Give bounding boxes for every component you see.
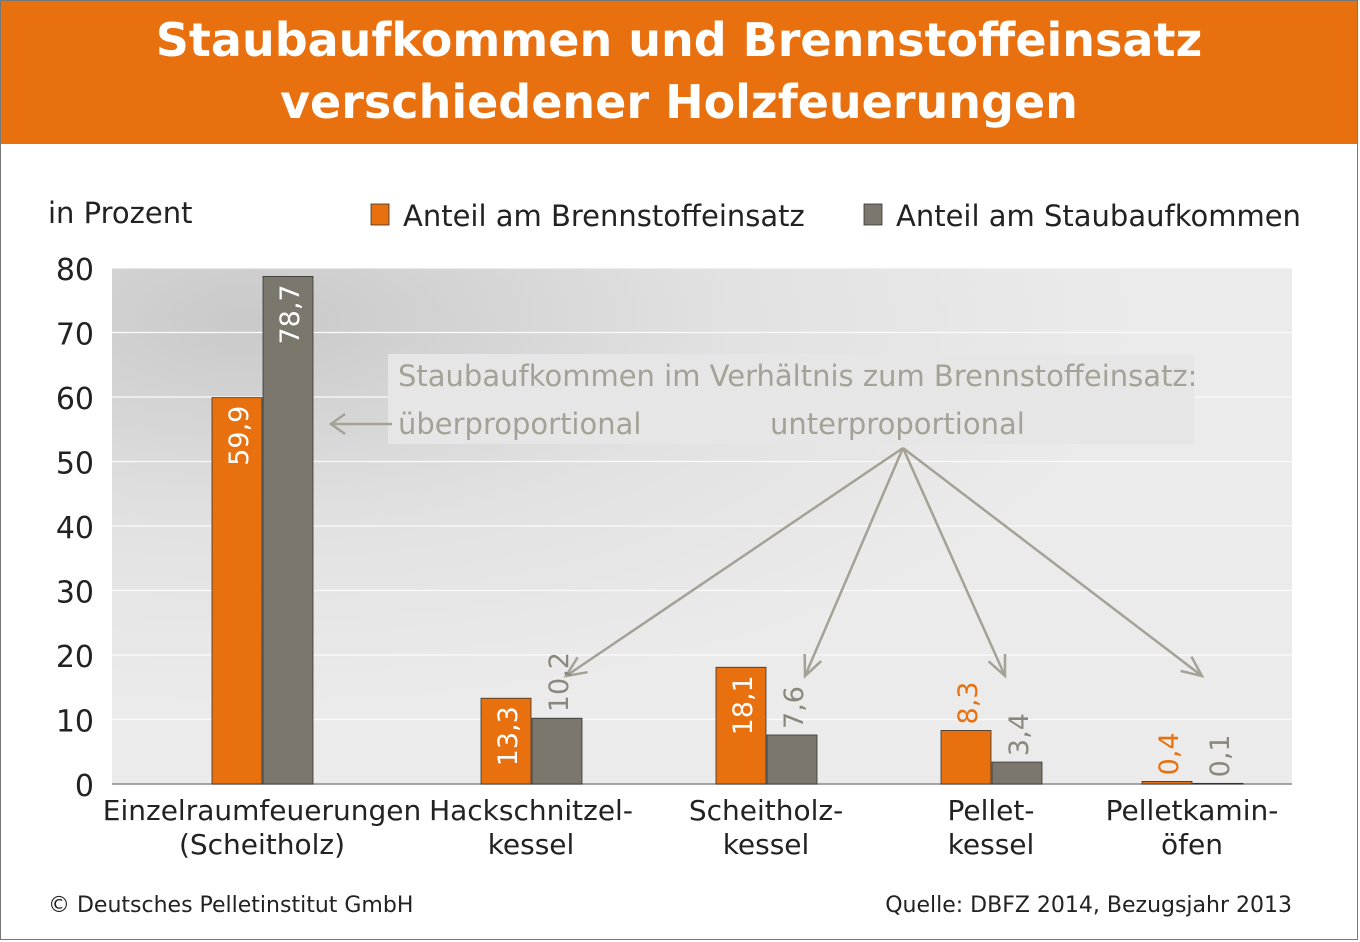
y-tick-label: 60: [56, 382, 94, 417]
y-tick-label: 0: [75, 769, 94, 804]
footer-copyright: © Deutsches Pelletinstitut GmbH: [48, 893, 413, 918]
bar-brennstoff-4: [940, 730, 992, 785]
arrow-under-line-4: [902, 447, 1203, 677]
title-banner: Staubaufkommen und Brennstoffeinsatz ver…: [1, 1, 1357, 144]
arrow-under-head-3: [987, 653, 1007, 679]
arrow-under-line-3: [901, 447, 1007, 677]
bar-brennstoff-1: [211, 397, 263, 785]
y-tick-label: 50: [56, 447, 94, 482]
bar-brennstoff-5: [1141, 781, 1193, 785]
data-label: 7,6: [779, 686, 810, 729]
annotation-box: [388, 354, 1194, 444]
bar-staub-4: [991, 761, 1043, 785]
bar-brennstoff-3: [715, 666, 767, 785]
bar-brennstoff-2: [480, 697, 532, 785]
arrow-over-head: [328, 412, 346, 436]
x-tick-label-4-2: kessel: [948, 828, 1035, 861]
arrow-under-head-4: [1180, 656, 1205, 678]
legend-swatch-2: [863, 203, 883, 226]
data-label: 59,9: [224, 406, 255, 466]
bar-staub-3: [766, 734, 818, 785]
bar-staub-2: [531, 717, 583, 785]
arrow-under-line-2: [803, 447, 905, 677]
data-label: 8,3: [953, 682, 984, 725]
data-label: 13,3: [493, 706, 524, 766]
x-tick-label-1-1: Einzelraumfeuerungen: [103, 794, 421, 827]
x-tick-label-2-2: kessel: [488, 828, 575, 861]
legend-label-1: Anteil am Brennstoffeinsatz: [403, 199, 805, 233]
bar-staub-5: [1192, 782, 1244, 785]
arrow-under-head-2: [803, 653, 823, 679]
y-tick-label: 80: [56, 253, 94, 288]
data-label: 0,4: [1154, 732, 1185, 775]
data-label: 3,4: [1004, 713, 1035, 756]
legend-swatch-1: [370, 203, 390, 226]
annotation-under: unterproportional: [770, 407, 1025, 441]
legend-label-2: Anteil am Staubaufkommen: [896, 199, 1301, 233]
annotation-over: überproportional: [398, 407, 641, 441]
x-tick-label-2-1: Hackschnitzel-: [429, 794, 633, 827]
data-label: 10,2: [544, 652, 575, 712]
arrow-under-head-1: [563, 656, 588, 678]
x-tick-label-3-1: Scheitholz-: [689, 794, 843, 827]
y-axis-label: in Prozent: [48, 196, 192, 230]
y-tick-label: 40: [56, 511, 94, 546]
x-tick-label-3-2: kessel: [723, 828, 810, 861]
y-tick-label: 30: [56, 576, 94, 611]
x-tick-label-5-2: öfen: [1161, 828, 1223, 861]
x-tick-label-1-2: (Scheitholz): [179, 828, 345, 861]
data-label: 18,1: [728, 675, 759, 735]
data-label: 78,7: [275, 284, 306, 344]
y-tick-label: 70: [56, 318, 94, 353]
x-tick-label-4-1: Pellet-: [948, 794, 1035, 827]
data-label: 0,1: [1205, 734, 1236, 777]
chart-title-line-2: verschiedener Holzfeuerungen: [280, 75, 1078, 129]
arrow-under-line-1: [565, 446, 904, 678]
y-tick-label: 20: [56, 640, 94, 675]
y-tick-label: 10: [56, 705, 94, 740]
annotation-heading: Staubaufkommen im Verhältnis zum Brennst…: [398, 359, 1197, 393]
bar-staub-1: [262, 275, 314, 785]
footer-source: Quelle: DBFZ 2014, Bezugsjahr 2013: [885, 893, 1292, 918]
chart-title-line-1: Staubaufkommen und Brennstoffeinsatz: [155, 13, 1203, 67]
x-tick-label-5-1: Pelletkamin-: [1106, 794, 1279, 827]
